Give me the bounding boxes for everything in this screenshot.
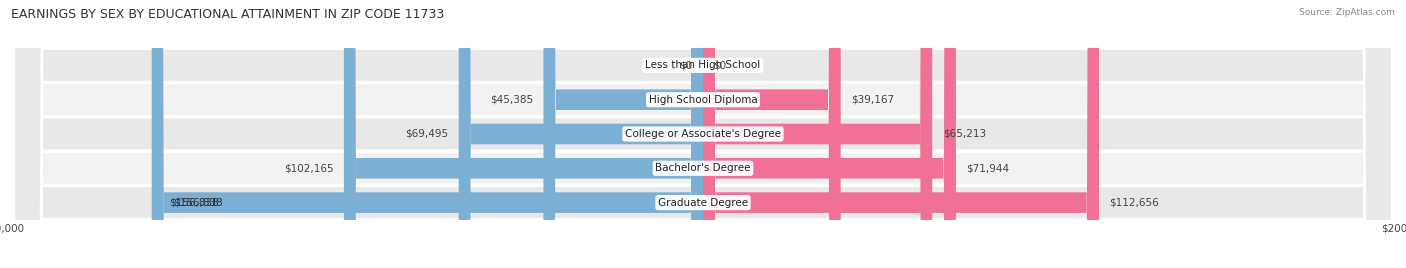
Text: Bachelor's Degree: Bachelor's Degree — [655, 163, 751, 173]
Text: $156,838: $156,838 — [169, 198, 219, 208]
Text: College or Associate's Degree: College or Associate's Degree — [626, 129, 780, 139]
FancyBboxPatch shape — [703, 0, 841, 268]
FancyBboxPatch shape — [703, 0, 932, 268]
FancyBboxPatch shape — [152, 0, 703, 268]
FancyBboxPatch shape — [14, 0, 1392, 268]
Text: $0: $0 — [713, 60, 727, 70]
Text: $0: $0 — [679, 60, 693, 70]
FancyBboxPatch shape — [703, 0, 1099, 268]
Text: $156,838: $156,838 — [173, 198, 222, 208]
Text: Less than High School: Less than High School — [645, 60, 761, 70]
Text: $69,495: $69,495 — [405, 129, 449, 139]
Text: $39,167: $39,167 — [851, 95, 894, 105]
Text: $71,944: $71,944 — [966, 163, 1010, 173]
FancyBboxPatch shape — [344, 0, 703, 268]
Text: $112,656: $112,656 — [1109, 198, 1160, 208]
Text: $102,165: $102,165 — [284, 163, 333, 173]
FancyBboxPatch shape — [14, 0, 1392, 268]
Text: Source: ZipAtlas.com: Source: ZipAtlas.com — [1299, 8, 1395, 17]
Text: $65,213: $65,213 — [943, 129, 986, 139]
FancyBboxPatch shape — [14, 0, 1392, 268]
Text: EARNINGS BY SEX BY EDUCATIONAL ATTAINMENT IN ZIP CODE 11733: EARNINGS BY SEX BY EDUCATIONAL ATTAINMEN… — [11, 8, 444, 21]
FancyBboxPatch shape — [14, 0, 1392, 268]
FancyBboxPatch shape — [14, 0, 1392, 268]
FancyBboxPatch shape — [544, 0, 703, 268]
FancyBboxPatch shape — [703, 0, 956, 268]
Text: $45,385: $45,385 — [489, 95, 533, 105]
Text: High School Diploma: High School Diploma — [648, 95, 758, 105]
FancyBboxPatch shape — [458, 0, 703, 268]
Text: Graduate Degree: Graduate Degree — [658, 198, 748, 208]
